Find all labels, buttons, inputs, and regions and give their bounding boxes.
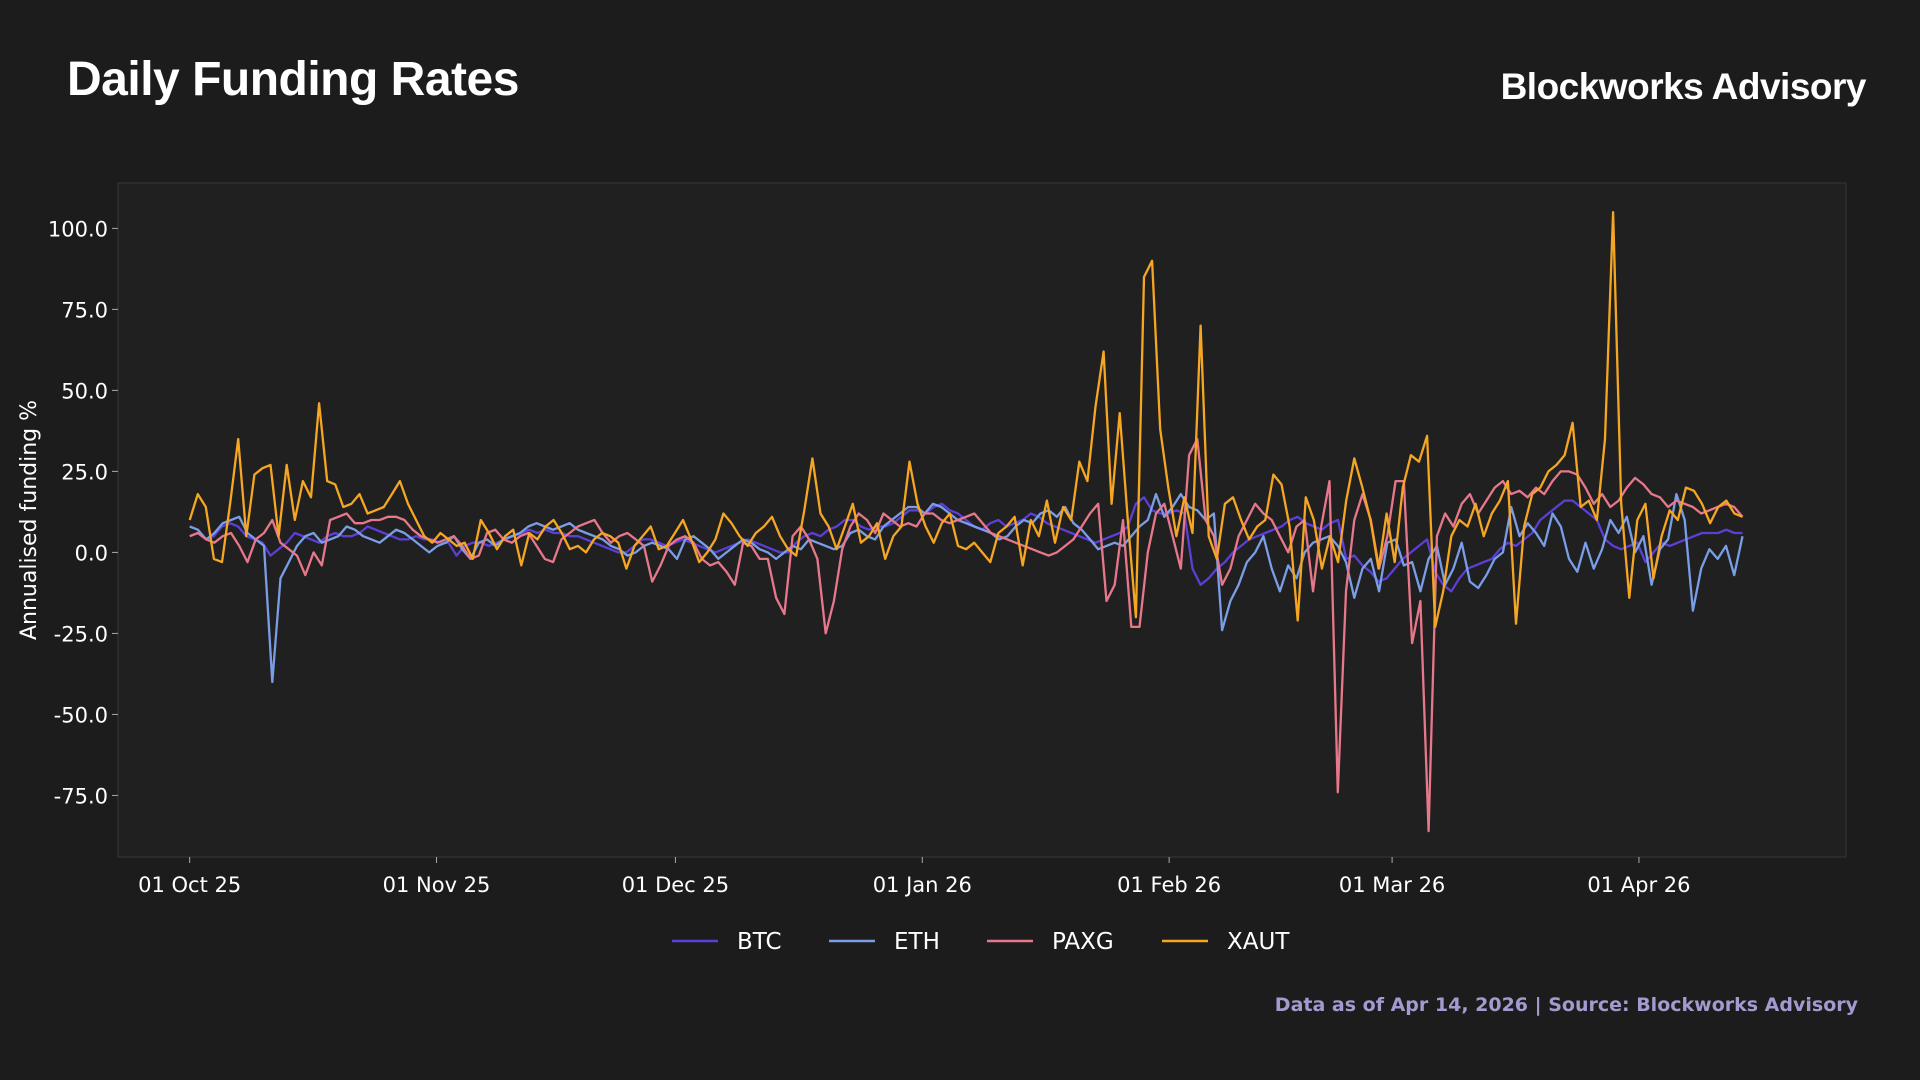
series-line-btc: [189, 496, 1743, 593]
x-tick-label: 01 Dec 25: [622, 873, 729, 897]
y-axis: 100.0 75.0 50.0 25.0 0.0 -25.0 -50.0 -75.0: [48, 217, 118, 808]
series-line-xaut: [188, 211, 1743, 629]
series-lines: [188, 211, 1744, 833]
legend-label: ETH: [894, 929, 940, 955]
source-note: Data as of Apr 14, 2026 | Source: Blockw…: [1274, 994, 1858, 1016]
y-tick-label: -50.0: [54, 703, 108, 727]
y-tick-label: 50.0: [61, 379, 108, 403]
y-tick-label: 100.0: [48, 217, 108, 241]
legend-item-eth: ETH: [829, 929, 940, 955]
y-tick-label: 75.0: [61, 298, 108, 322]
legend-label: XAUT: [1227, 929, 1290, 955]
page-title: Daily Funding Rates: [67, 53, 519, 106]
legend-item-xaut: XAUT: [1162, 929, 1290, 955]
x-tick-label: 01 Jan 26: [873, 873, 972, 897]
legend-item-paxg: PAXG: [987, 929, 1114, 955]
y-tick-label: -25.0: [54, 622, 108, 646]
brand-logo-text: Blockworks Advisory: [1500, 66, 1867, 107]
legend-label: PAXG: [1052, 929, 1114, 955]
legend-item-btc: BTC: [672, 929, 782, 955]
y-tick-label: 0.0: [75, 541, 108, 565]
x-tick-label: 01 Mar 26: [1339, 873, 1445, 897]
x-tick-label: 01 Apr 26: [1587, 873, 1690, 897]
x-tick-label: 01 Nov 25: [383, 873, 491, 897]
y-axis-label: Annualised funding %: [17, 400, 42, 640]
y-tick-label: 25.0: [61, 460, 108, 484]
legend: BTC ETH PAXG XAUT: [672, 929, 1290, 955]
x-tick-label: 01 Oct 25: [138, 873, 241, 897]
x-axis: 01 Oct 25 01 Nov 25 01 Dec 25 01 Jan 26 01 F…: [138, 857, 1691, 897]
y-tick-label: -75.0: [54, 784, 108, 808]
x-tick-label: 01 Feb 26: [1117, 873, 1221, 897]
legend-label: BTC: [737, 929, 782, 955]
